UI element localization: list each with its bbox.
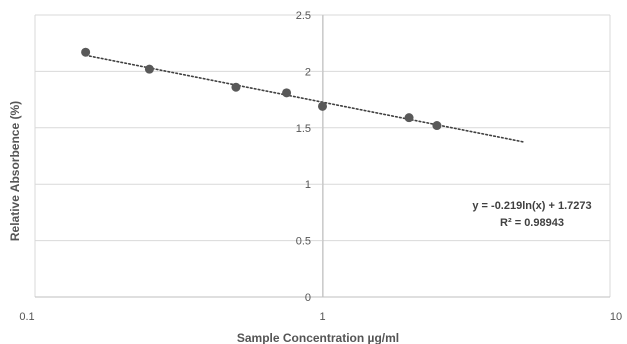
y-axis-title: Relative Absorbence (%)	[8, 101, 22, 241]
data-point	[432, 121, 442, 131]
data-point	[231, 82, 241, 92]
axis-frame	[35, 15, 610, 298]
y-tick-label: 2.5	[296, 10, 311, 22]
x-tick-label: 1	[319, 311, 325, 323]
data-points	[81, 47, 442, 131]
trendline-equation: y = -0.219ln(x) + 1.7273	[472, 200, 591, 212]
trendline-layer	[84, 54, 525, 143]
x-tick-label: 0.1	[19, 311, 34, 323]
y-tick-label: 1.5	[296, 123, 311, 135]
y-tick-label: 0.5	[296, 236, 311, 248]
x-axis-title: Sample Concentration µg/ml	[237, 331, 399, 344]
trendline	[84, 54, 525, 143]
y-axis-tick-labels: 0 0.5 1 1.5 2 2.5	[296, 10, 311, 304]
data-point	[144, 64, 154, 74]
y-tick-label: 2	[305, 66, 311, 78]
y-tick-label: 1	[305, 179, 311, 191]
data-point	[282, 88, 292, 98]
y-tick-label: 0	[305, 292, 311, 304]
x-axis-tick-labels: 0.1 1 10	[19, 311, 622, 323]
data-point	[81, 47, 91, 57]
x-tick-label: 10	[610, 311, 622, 323]
trendline-r-squared: R² = 0.98943	[500, 217, 564, 229]
data-point	[404, 113, 414, 123]
data-point	[318, 101, 327, 111]
